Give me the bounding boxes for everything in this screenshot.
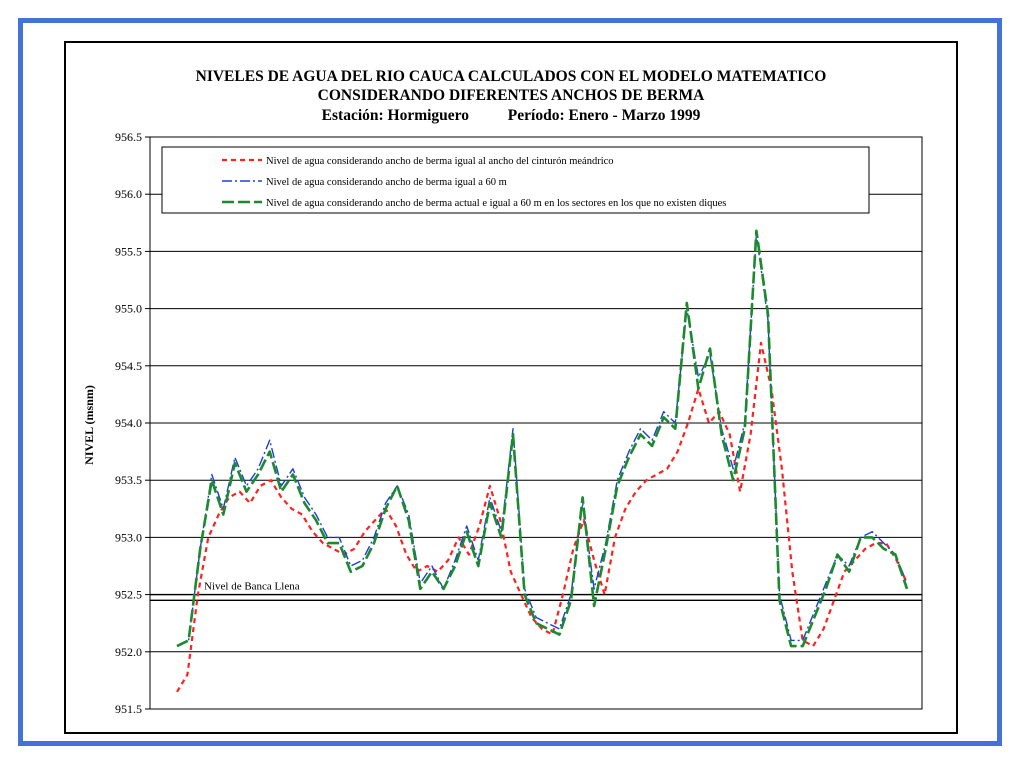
legend-label-3: Nivel de agua considerando ancho de berm…: [266, 198, 726, 209]
plot-area: 951.5 952.0 952.5 953.0 953.5 954.0 954.5 955.0…: [115, 130, 923, 716]
chart-title-line-3: Estación: Hormiguero Período: Enero - Ma…: [322, 107, 701, 124]
y-tick-label: 956.0: [115, 187, 142, 201]
bankfull-label: Nivel de Banca Llena: [204, 581, 300, 593]
y-tick-label: 952.0: [115, 645, 142, 659]
y-tick-label: 952.5: [115, 588, 142, 602]
y-tick-label: 951.5: [115, 702, 142, 716]
legend-label-1: Nivel de agua considerando ancho de berm…: [266, 156, 614, 167]
chart-title-line-1: NIVELES DE AGUA DEL RIO CAUCA CALCULADOS…: [196, 68, 827, 85]
chart-box: NIVELES DE AGUA DEL RIO CAUCA CALCULADOS…: [64, 41, 958, 734]
y-axis-label: NIVEL (msnm): [82, 385, 96, 465]
y-tick-label: 955.0: [115, 302, 142, 316]
series-line-3: [176, 229, 909, 648]
y-tick-label: 953.0: [115, 530, 142, 544]
y-tick-label: 954.0: [115, 416, 142, 430]
chart-svg: NIVELES DE AGUA DEL RIO CAUCA CALCULADOS…: [82, 68, 923, 716]
plot-frame: [149, 136, 923, 710]
series-line-2: [176, 233, 908, 647]
legend-box: [161, 146, 870, 214]
y-tick-label: 956.5: [115, 130, 142, 144]
y-tick-label: 955.5: [115, 244, 142, 258]
legend-label-2: Nivel de agua considerando ancho de berm…: [266, 177, 507, 188]
series-line-1: [176, 341, 909, 693]
chart-title-line-2: CONSIDERANDO DIFERENTES ANCHOS DE BERMA: [318, 87, 706, 104]
y-tick-label: 953.5: [115, 473, 142, 487]
y-tick-label: 954.5: [115, 359, 142, 373]
